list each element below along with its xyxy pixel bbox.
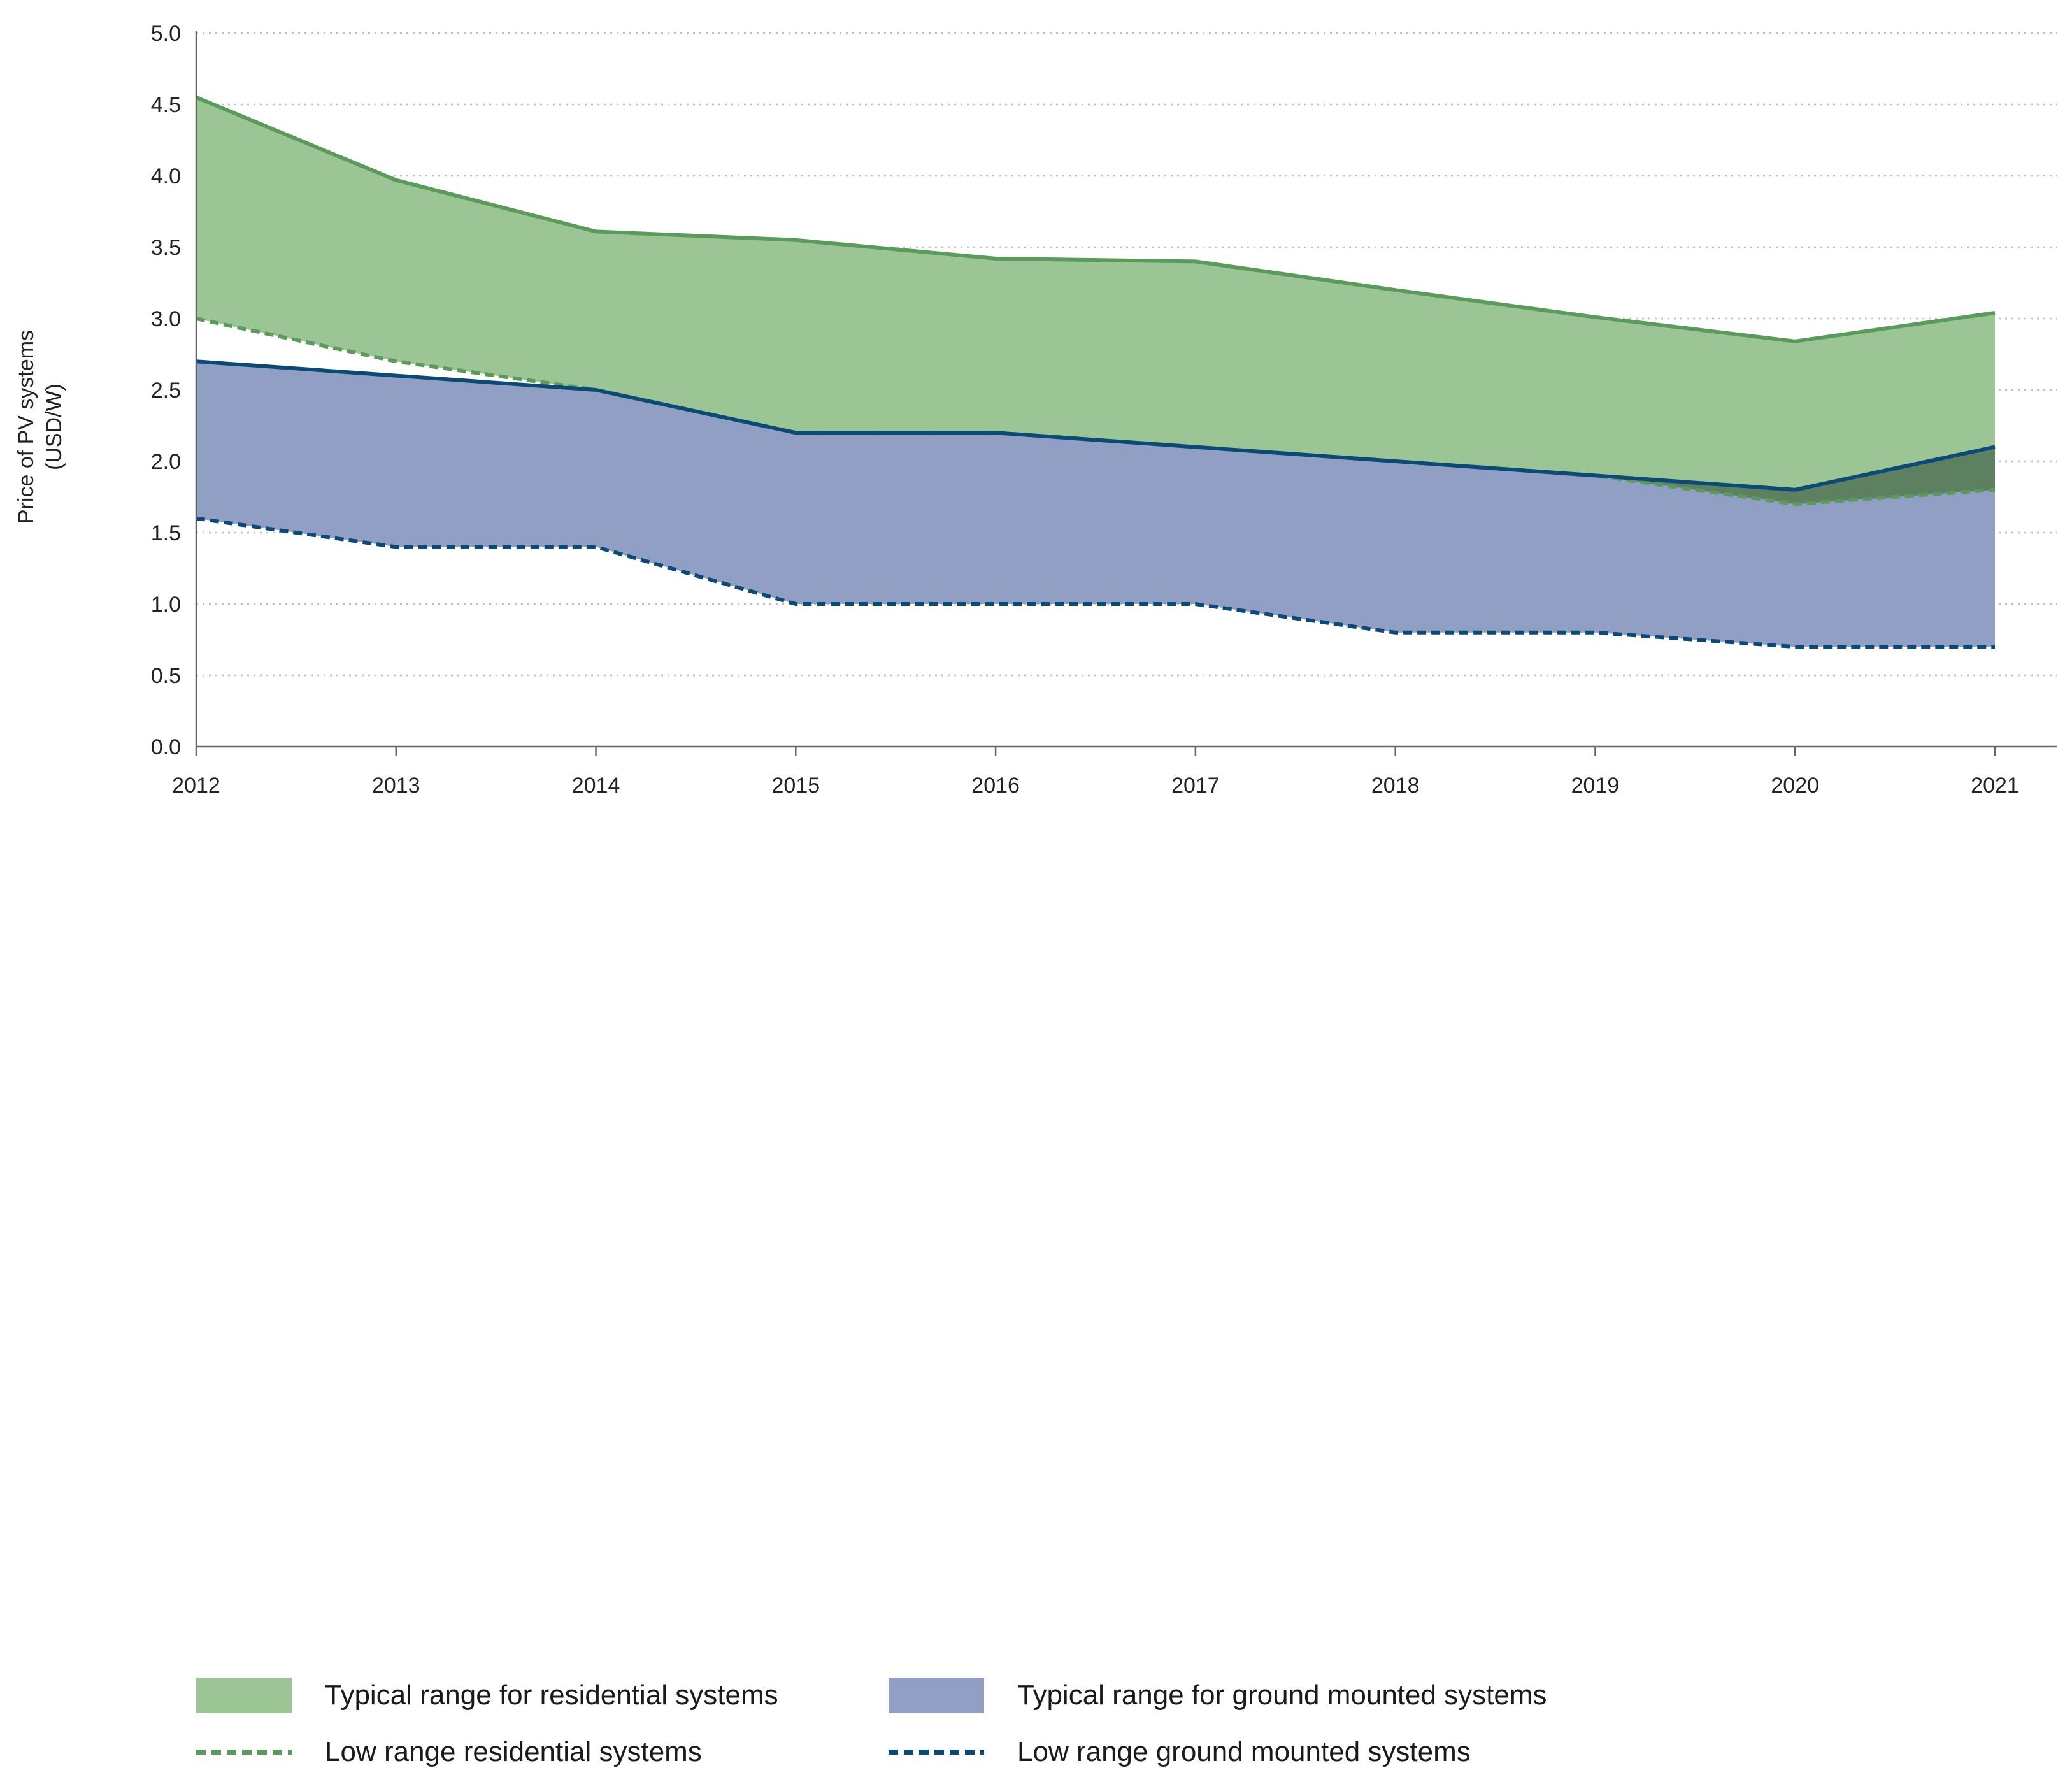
y-tick-label-3.0: 3.0 bbox=[151, 307, 181, 331]
chart-container: 0.0 0.5 1.0 1.5 2.0 2.5 3.0 3.5 4.0 4.5 5.0 2012 201… bbox=[14, 22, 2057, 1767]
x-tick-label-2021: 2021 bbox=[1971, 773, 2019, 798]
line-residential-high bbox=[195, 96, 1996, 343]
y-tick-label-4.5: 4.5 bbox=[151, 93, 181, 117]
y-axis-label-line1: Price of PV systems bbox=[14, 330, 38, 524]
y-tick-label-3.5: 3.5 bbox=[151, 236, 181, 260]
legend-label-ground-range: Typical range for ground mounted systems bbox=[1017, 1679, 1547, 1711]
legend-item-ground-low: Low range ground mounted systems bbox=[889, 1736, 1471, 1768]
legend-label-residential-low: Low range residential systems bbox=[325, 1736, 702, 1767]
line-ground-low bbox=[196, 516, 1995, 649]
y-axis-label-line2: (USD/W) bbox=[42, 384, 66, 470]
y-tick-label-1.0: 1.0 bbox=[151, 593, 181, 617]
y-tick-label-1.5: 1.5 bbox=[151, 521, 181, 545]
legend-label-ground-low: Low range ground mounted systems bbox=[1017, 1736, 1471, 1767]
x-tick-label-2013: 2013 bbox=[372, 773, 420, 798]
series-lines bbox=[195, 96, 1996, 649]
x-tick-label-2015: 2015 bbox=[772, 773, 820, 798]
x-tick-label-2014: 2014 bbox=[572, 773, 620, 798]
y-tick-label-2.5: 2.5 bbox=[151, 378, 181, 403]
x-tick-label-2018: 2018 bbox=[1371, 773, 1420, 798]
y-tick-label-4.0: 4.0 bbox=[151, 164, 181, 189]
y-tick-label-2.0: 2.0 bbox=[151, 450, 181, 474]
area-fills bbox=[196, 97, 1995, 647]
y-tick-label-0.5: 0.5 bbox=[151, 664, 181, 688]
y-axis-label: Price of PV systems (USD/W) bbox=[14, 330, 66, 524]
area-overlap bbox=[1595, 447, 1995, 505]
x-tick-label-2017: 2017 bbox=[1171, 773, 1220, 798]
legend-item-ground-range: Typical range for ground mounted systems bbox=[889, 1678, 1547, 1713]
legend-item-residential-low: Low range residential systems bbox=[196, 1736, 702, 1768]
x-tick-label-2019: 2019 bbox=[1571, 773, 1620, 798]
line-ground-high bbox=[196, 359, 1996, 492]
tick-labels: 0.0 0.5 1.0 1.5 2.0 2.5 3.0 3.5 4.0 4.5 5.0 2012 201… bbox=[151, 22, 2019, 798]
area-ground-range bbox=[196, 361, 1995, 647]
legend-swatch-residential bbox=[196, 1678, 292, 1713]
area-residential-range bbox=[196, 97, 1995, 505]
x-tick-label-2012: 2012 bbox=[172, 773, 220, 798]
legend-swatch-ground-low bbox=[889, 1750, 984, 1755]
x-tick-label-2020: 2020 bbox=[1771, 773, 1819, 798]
legend-label-residential-range: Typical range for residential systems bbox=[325, 1679, 778, 1711]
x-tick-label-2016: 2016 bbox=[971, 773, 1020, 798]
legend-swatch-residential-low bbox=[196, 1750, 292, 1755]
pv-price-chart: 0.0 0.5 1.0 1.5 2.0 2.5 3.0 3.5 4.0 4.5 5.0 2012 201… bbox=[14, 22, 2057, 798]
axes bbox=[195, 31, 2057, 756]
legend-swatch-ground bbox=[889, 1678, 984, 1713]
y-tick-label-0.0: 0.0 bbox=[151, 735, 181, 759]
y-tick-label-5.0: 5.0 bbox=[151, 22, 181, 46]
legend-item-residential-range: Typical range for residential systems bbox=[196, 1678, 778, 1713]
